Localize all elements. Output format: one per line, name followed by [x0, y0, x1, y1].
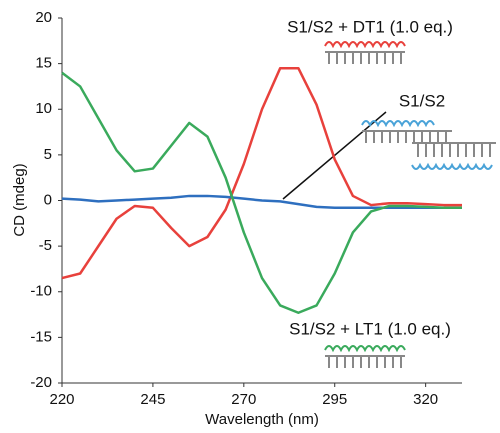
- y-tick-label: -5: [39, 237, 52, 254]
- y-tick-label: 0: [44, 191, 52, 208]
- annotation: S1/S2 + LT1 (1.0 eq.): [289, 319, 451, 338]
- x-tick-label: 270: [231, 391, 256, 408]
- y-tick-label: 10: [35, 100, 52, 117]
- annotation: S1/S2: [399, 91, 445, 110]
- x-tick-label: 295: [322, 391, 347, 408]
- y-tick-label: 5: [44, 146, 52, 163]
- y-tick-label: 20: [35, 9, 52, 26]
- y-tick-label: -15: [30, 328, 52, 345]
- x-axis-label: Wavelength (nm): [205, 411, 319, 428]
- annotation: S1/S2 + DT1 (1.0 eq.): [287, 17, 453, 36]
- y-axis-label: CD (mdeg): [11, 163, 28, 236]
- series-line: [61, 71, 462, 314]
- x-tick-label: 220: [49, 391, 74, 408]
- x-tick-label: 320: [413, 391, 438, 408]
- series-line: [61, 66, 462, 280]
- y-tick-label: -20: [30, 374, 52, 391]
- y-tick-label: -10: [30, 283, 52, 300]
- icon-lt1: [324, 345, 406, 368]
- icon-s1s2: [361, 120, 496, 170]
- series-line: [61, 194, 462, 210]
- icon-dt1: [324, 41, 406, 64]
- y-tick-label: 15: [35, 55, 52, 72]
- x-tick-label: 245: [140, 391, 165, 408]
